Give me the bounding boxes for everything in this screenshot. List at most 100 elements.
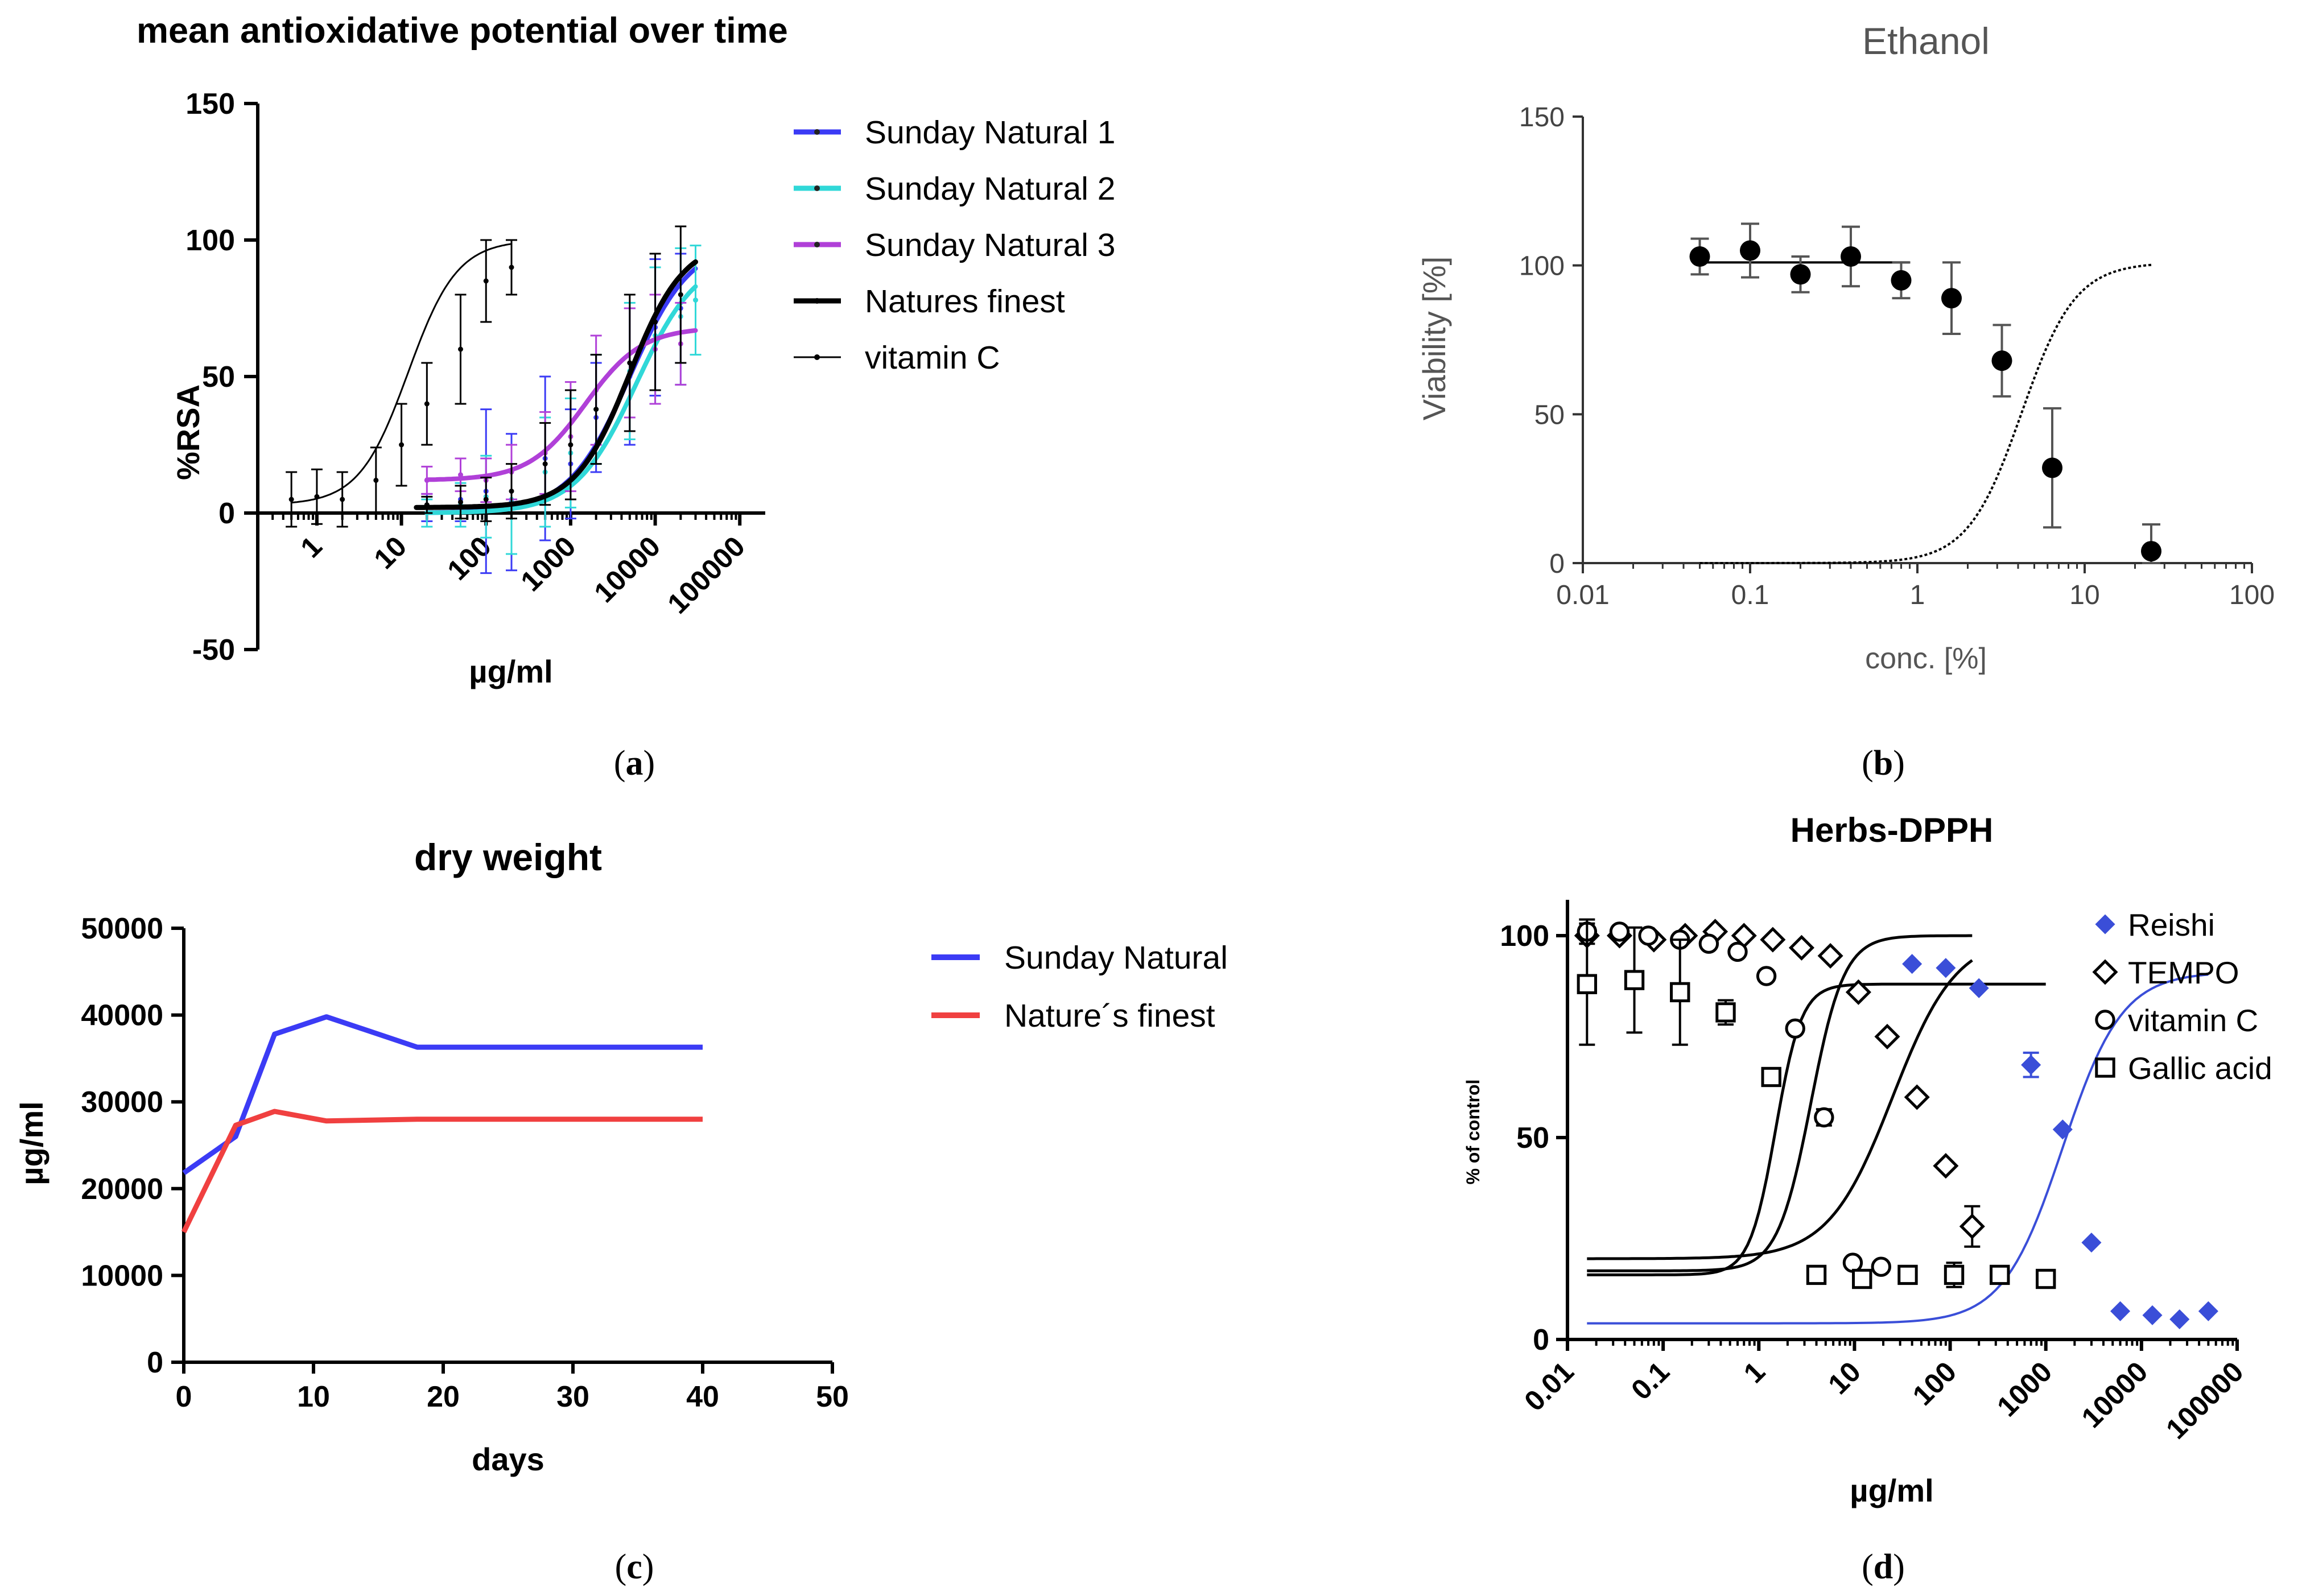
chart-d-legend-marker xyxy=(2095,914,2115,935)
chart-a-marks xyxy=(286,225,702,574)
chart-a-point xyxy=(457,346,463,352)
chart-d-xtick-label: 1000 xyxy=(1991,1355,2058,1423)
chart-d-point xyxy=(1936,958,1956,978)
chart-c-ytick-label: 0 xyxy=(147,1346,163,1379)
chart-d-point xyxy=(1897,1264,1918,1285)
chart-c-ytick-label: 50000 xyxy=(81,912,163,945)
chart-d-xtick-label: 10 xyxy=(1822,1355,1867,1400)
chart-d-point xyxy=(1609,921,1630,942)
chart-a-ytick-label: 0 xyxy=(218,497,235,530)
chart-b-ytick-label: 150 xyxy=(1519,102,1565,133)
chart-a-xtick-label: 10 xyxy=(368,530,412,575)
chart-d-legend: Reishi TEMPO vitamin C Gallic acid xyxy=(2092,907,2272,1086)
chart-a-point xyxy=(399,442,405,448)
chart-d-fit-line xyxy=(1587,959,1973,1260)
chart-a-legend-marker xyxy=(814,242,820,247)
chart-d-xlabel: µg/ml xyxy=(1850,1473,1933,1508)
chart-d-xtick-label: 0.1 xyxy=(1625,1355,1676,1406)
chart-a-legend-marker xyxy=(814,354,820,360)
panel-label-b: (b) xyxy=(1862,744,1905,783)
panel-label-d: (d) xyxy=(1862,1548,1905,1586)
chart-d-point xyxy=(2052,1119,2073,1140)
chart-d-point xyxy=(1959,1213,1985,1239)
chart-d-legend-marker xyxy=(2095,1057,2115,1078)
chart-d-xtick-label: 100000 xyxy=(2160,1355,2250,1445)
chart-c-series-line xyxy=(181,1109,703,1234)
chart-c-series-line xyxy=(182,1014,703,1175)
chart-b-xtick-label: 1 xyxy=(1910,580,1925,610)
chart-c-ytick-label: 40000 xyxy=(81,999,163,1032)
chart-d-point xyxy=(1624,970,1645,990)
panel-c-dry-weight-chart: dry weight 0 10000 20000 30000 40000 50000 0 10… xyxy=(14,836,1228,1586)
chart-a-ytick-label: 100 xyxy=(185,224,235,257)
chart-d-point xyxy=(1715,1002,1736,1023)
chart-c-ytick-label: 10000 xyxy=(81,1259,163,1292)
chart-d-point xyxy=(1814,1107,1834,1128)
chart-a-point xyxy=(509,489,514,494)
chart-c-ylabel: µg/ml xyxy=(14,1101,49,1185)
chart-d-fit-line xyxy=(1587,934,1973,1272)
chart-a-ytick-label: -50 xyxy=(192,634,235,667)
panel-label-c: (c) xyxy=(615,1548,654,1586)
chart-a-xtick-label: 10000 xyxy=(588,530,666,609)
chart-a-point xyxy=(483,278,489,284)
chart-d-point xyxy=(1990,1264,2010,1285)
chart-b-point xyxy=(2042,457,2063,478)
chart-c-xlabel: days xyxy=(472,1441,544,1477)
chart-a-point xyxy=(424,401,430,407)
chart-d-point xyxy=(1698,933,1719,954)
chart-a-point xyxy=(483,497,489,502)
chart-b-point xyxy=(1740,240,1760,261)
chart-d-legend-label: Gallic acid xyxy=(2128,1051,2272,1086)
chart-d-point xyxy=(2110,1301,2131,1321)
chart-a-legend-label: Sunday Natural 2 xyxy=(865,171,1115,207)
chart-b-xlabel: conc. [%] xyxy=(1865,642,1987,675)
chart-a-point xyxy=(457,472,463,478)
chart-b-xtick-label: 100 xyxy=(2229,580,2275,610)
chart-a-xlabel: µg/ml xyxy=(469,654,552,689)
chart-d-point xyxy=(1874,1023,1900,1050)
chart-d-point xyxy=(1760,927,1786,953)
chart-d-legend-label: Reishi xyxy=(2128,907,2215,942)
chart-a-legend-label: Natures finest xyxy=(865,283,1065,320)
chart-d-fit-line xyxy=(1587,982,2046,1276)
chart-d-xtick-label: 0.01 xyxy=(1518,1355,1579,1417)
chart-c-xtick-label: 40 xyxy=(686,1380,719,1413)
chart-d-point xyxy=(1871,1256,1891,1277)
chart-a-fit-line xyxy=(414,259,698,510)
chart-b-point xyxy=(1891,270,1912,291)
chart-d-title: Herbs-DPPH xyxy=(1791,811,1994,849)
chart-a-title: mean antioxidative potential over time xyxy=(137,11,788,51)
chart-d-marks xyxy=(1574,918,2218,1330)
chart-c-axes: 0 10000 20000 30000 40000 50000 0 10 20 30 40 50 xyxy=(81,912,849,1413)
chart-c-legend-label: Nature´s finest xyxy=(1004,998,1215,1034)
chart-b-point xyxy=(1689,246,1710,267)
chart-b-title: Ethanol xyxy=(1862,20,1990,62)
chart-a-fit-line xyxy=(290,243,513,504)
panel-d-herbs-dpph-chart: Herbs-DPPH 0 50 100 0.01 0.1 1 10 100 1000 10000 1… xyxy=(1463,811,2272,1586)
chart-b-fit-line xyxy=(1699,263,2152,564)
chart-a-fit-line xyxy=(424,328,698,482)
panel-label-a: (a) xyxy=(614,744,655,783)
chart-a-point xyxy=(542,461,548,467)
chart-c-ytick-label: 20000 xyxy=(81,1173,163,1206)
chart-d-xtick-label: 10000 xyxy=(2076,1355,2154,1434)
chart-a-point xyxy=(693,297,699,303)
chart-b-point xyxy=(1841,246,1862,267)
chart-d-point xyxy=(2081,1233,2102,1253)
chart-b-ytick-label: 0 xyxy=(1549,549,1565,579)
chart-a-point xyxy=(568,442,574,448)
chart-c-legend: Sunday Natural Nature´s finest xyxy=(931,940,1228,1034)
chart-d-ylabel: % of control xyxy=(1463,1080,1483,1185)
chart-d-legend-marker xyxy=(2092,959,2118,985)
chart-d-point xyxy=(1817,942,1843,969)
chart-c-title: dry weight xyxy=(414,836,602,878)
chart-b-axes: 0 50 100 150 0.01 0.1 1 10 100 xyxy=(1519,102,2275,610)
chart-b-point xyxy=(1991,350,2012,371)
chart-a-point xyxy=(288,497,294,502)
chart-b-point xyxy=(1790,264,1811,285)
chart-d-point xyxy=(1852,1268,1872,1289)
chart-b-ylabel: Viability [%] xyxy=(1416,257,1452,420)
chart-a-xtick-label: 100 xyxy=(441,530,497,586)
